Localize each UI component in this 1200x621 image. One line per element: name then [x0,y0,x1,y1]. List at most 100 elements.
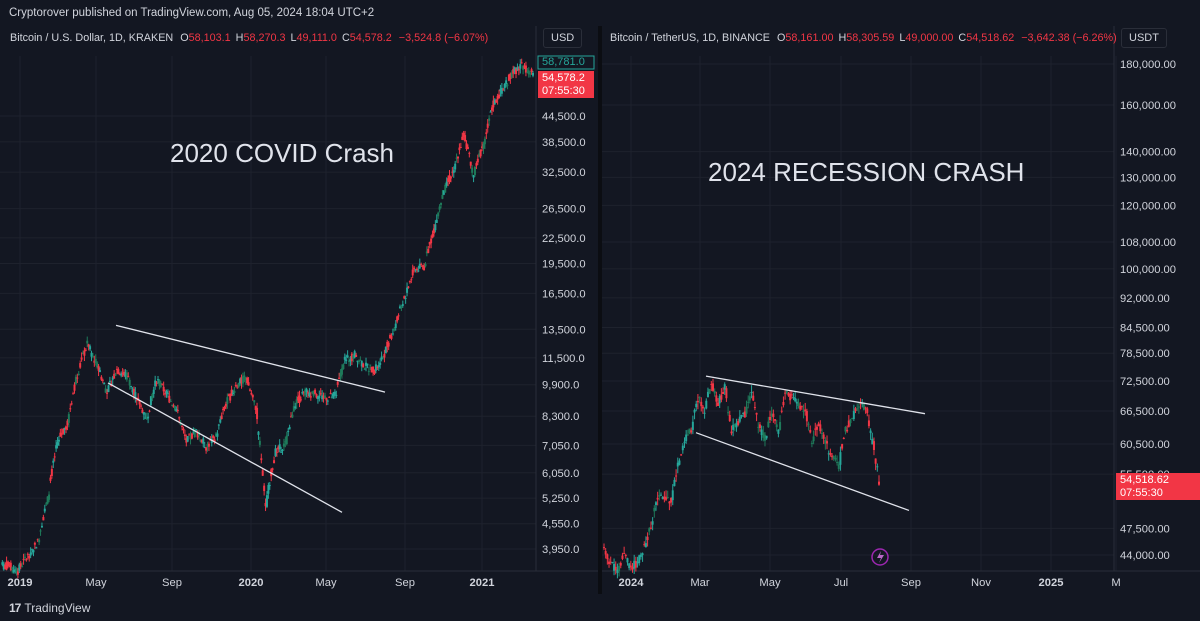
candle-body [425,251,428,254]
candle-body [839,452,842,465]
candle-body [403,296,406,299]
candle-body [481,146,484,149]
candle-body [70,403,73,405]
y-tick-label: 100,000.00 [1120,264,1176,276]
right-currency-button[interactable]: USDT [1121,28,1167,48]
candle-body [651,521,654,525]
x-tick-label: 2024 [619,577,645,589]
candle-body [299,399,302,401]
left-high: 58,270.3 [243,32,286,44]
candle-body [161,383,164,385]
candle-body [634,560,637,568]
candle-body [1,562,4,565]
candle-body [265,495,268,507]
candle-body [831,455,834,458]
x-tick-label: 2021 [470,577,495,589]
candle-body [372,366,375,373]
right-open: 58,161.00 [785,32,834,44]
candle-body [26,553,29,555]
candle-body [695,403,698,408]
candle-body [302,391,305,393]
candle-body [142,412,145,415]
candle-body [183,434,186,437]
candle-body [181,425,184,427]
candle-body [483,138,486,145]
candle-body [12,569,15,573]
right-chart-pane[interactable]: 180,000.00 160,000.00 140,000.00 130,000.00… [602,26,1200,594]
left-chart-pane[interactable]: 44,500.0 38,500.0 32,500.0 26,500.0 22,500.0… [0,26,598,594]
trendline [107,382,343,513]
footer-bar: 17 TradingView [0,594,1200,621]
candle-body [648,528,651,532]
candle-body [603,547,605,549]
candle-body [498,94,501,99]
candle-body [128,379,131,386]
candle-body [90,352,93,357]
left-currency-button[interactable]: USD [543,28,583,48]
candle-body [267,485,270,494]
candle-body [711,383,714,391]
candle-body [390,335,393,339]
candle-body [308,392,311,397]
candle-body [380,356,383,360]
left-chart-svg: 44,500.0 38,500.0 32,500.0 26,500.0 22,500.0… [0,26,598,589]
candle-body [451,171,454,173]
candle-body [772,413,775,418]
candle-body [856,408,859,410]
candle-body [747,401,750,403]
candle-body [649,527,652,529]
left-open: 58,103.1 [188,32,231,44]
right-countdown: 07:55:30 [1120,487,1163,499]
candle-body [512,69,515,74]
candle-body [241,376,244,384]
candle-body [111,377,114,380]
candle-body [614,566,617,571]
candle-body [100,376,103,380]
pane-divider[interactable] [598,26,602,594]
left-low: 49,111.0 [296,32,337,44]
candle-body [438,206,441,210]
candle-body [263,485,266,492]
candle-body [55,445,58,449]
y-tick-label: 5,250.0 [542,493,579,505]
candle-body [417,270,420,272]
candle-body [66,420,69,426]
candle-body [510,72,513,78]
candle-body [829,452,832,455]
left-high-marker: 58,781.0 [542,56,585,68]
candle-body [229,393,232,401]
candle-body [134,392,137,399]
candle-body [499,88,502,92]
candle-body [871,438,874,445]
candle-body [445,181,448,186]
candle-body [28,555,31,559]
candle-body [363,368,366,370]
tradingview-logo[interactable]: 17 TradingView [9,601,90,615]
candle-body [854,408,857,411]
candle-body [213,439,216,443]
candle-body [93,360,96,363]
candle-body [346,355,349,358]
candle-body [331,396,334,398]
candle-body [247,382,250,386]
candle-body [315,393,318,398]
candle-body [805,411,808,422]
candle-body [452,170,455,173]
candle-body [257,431,260,435]
candle-body [526,71,529,73]
candle-body [475,163,478,166]
candle-body [810,442,813,444]
candle-body [11,567,14,570]
candle-body [21,566,24,568]
candle-body [172,405,175,408]
right-legend: Bitcoin / TetherUS, 1D, BINANCE O58,161.… [610,32,1117,44]
candle-body [717,402,720,406]
candle-body [274,448,277,456]
candle-body [623,553,626,555]
y-tick-label: 108,000.00 [1120,237,1176,249]
candle-body [755,412,758,415]
candle-body [207,443,210,447]
candle-body [862,403,865,410]
candle-body [203,447,206,449]
candle-body [14,569,17,572]
